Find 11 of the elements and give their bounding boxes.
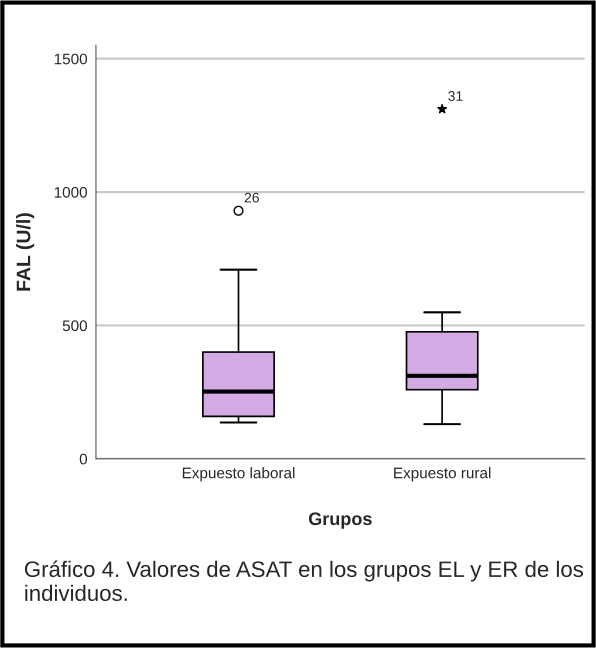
x-tick-label: Expuesto rural [394, 467, 490, 482]
text: Gráfico 4. Valores de ASAT en los grupos EL y ER de los individuos. [24, 560, 584, 602]
y-axis-title: FAL (U/l) [16, 213, 34, 291]
x-tick-label: Expuesto laboral [182, 467, 294, 482]
y-tick-label: 1000 [54, 186, 88, 198]
x-axis-title: Grupos [308, 512, 372, 529]
annotation: 26 [244, 192, 259, 203]
annotation: 31 [448, 91, 462, 101]
y-tick-label: 500 [62, 320, 88, 332]
y-tick-label: 1500 [54, 54, 88, 64]
y-tick-label: 0 [80, 454, 88, 464]
